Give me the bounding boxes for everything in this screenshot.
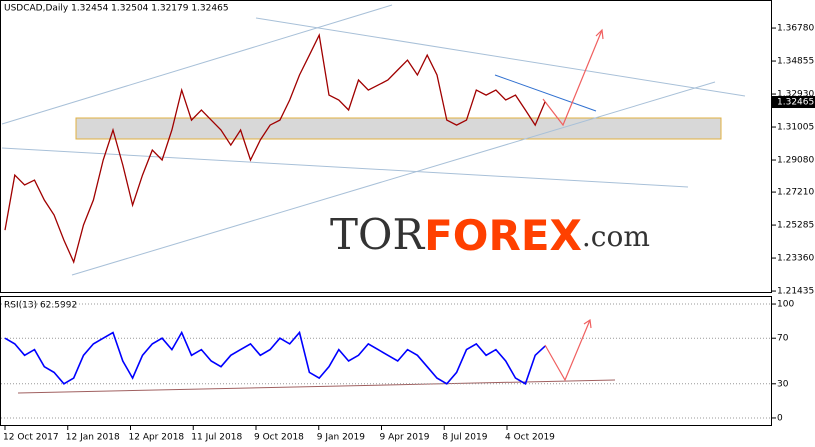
series-line	[4, 32, 546, 264]
last-price-label: 1.32465	[777, 98, 814, 108]
series-line	[4, 330, 546, 385]
symbol-header: USDCAD,Daily 1.32454 1.32504 1.32179 1.3…	[4, 4, 229, 14]
y-tick-label: 70	[777, 334, 789, 344]
price-pane	[0, 0, 772, 293]
y-tick-label: 1.32930	[777, 90, 814, 100]
y-tick-label: 1.36780	[777, 24, 814, 34]
watermark-part: .com	[582, 220, 650, 253]
trend-lines	[1, 4, 746, 394]
watermark: TORFOREX.com	[330, 210, 650, 260]
support-zone	[75, 117, 722, 140]
y-tick-label: 1.29080	[777, 156, 814, 166]
watermark-part: FOREX	[424, 211, 582, 260]
x-tick-label: 9 Oct 2018	[254, 433, 304, 443]
y-tick-label: 30	[777, 379, 789, 389]
y-tick-label: 1.23360	[777, 254, 814, 264]
x-tick-label: 12 Jan 2018	[66, 433, 120, 443]
y-tick-label: 1.31005	[777, 123, 814, 133]
x-tick-label: 12 Oct 2017	[3, 433, 59, 443]
watermark-part: TOR	[330, 210, 425, 259]
watermark-text: TORFOREX.com	[330, 210, 650, 260]
rsi-pane	[0, 296, 772, 426]
rsi-header: RSI(13) 62.5992	[4, 301, 77, 311]
last-price-box	[772, 96, 815, 109]
y-tick-label: 0	[777, 413, 783, 423]
x-tick-label: 4 Oct 2019	[505, 433, 555, 443]
x-tick-label: 8 Jul 2019	[442, 433, 487, 443]
y-tick-label: 1.27210	[777, 188, 814, 198]
x-tick-label: 11 Jul 2018	[191, 433, 242, 443]
y-tick-label: 1.25285	[777, 221, 814, 231]
x-tick-label: 9 Apr 2019	[380, 433, 430, 443]
y-tick-label: 1.34855	[777, 57, 814, 67]
y-tick-label: 1.21435	[777, 287, 814, 297]
x-tick-label: 9 Jan 2019	[317, 433, 365, 443]
forecast-arrows	[542, 28, 604, 382]
y-tick-label: 100	[777, 300, 794, 310]
x-tick-label: 12 Apr 2018	[129, 433, 185, 443]
